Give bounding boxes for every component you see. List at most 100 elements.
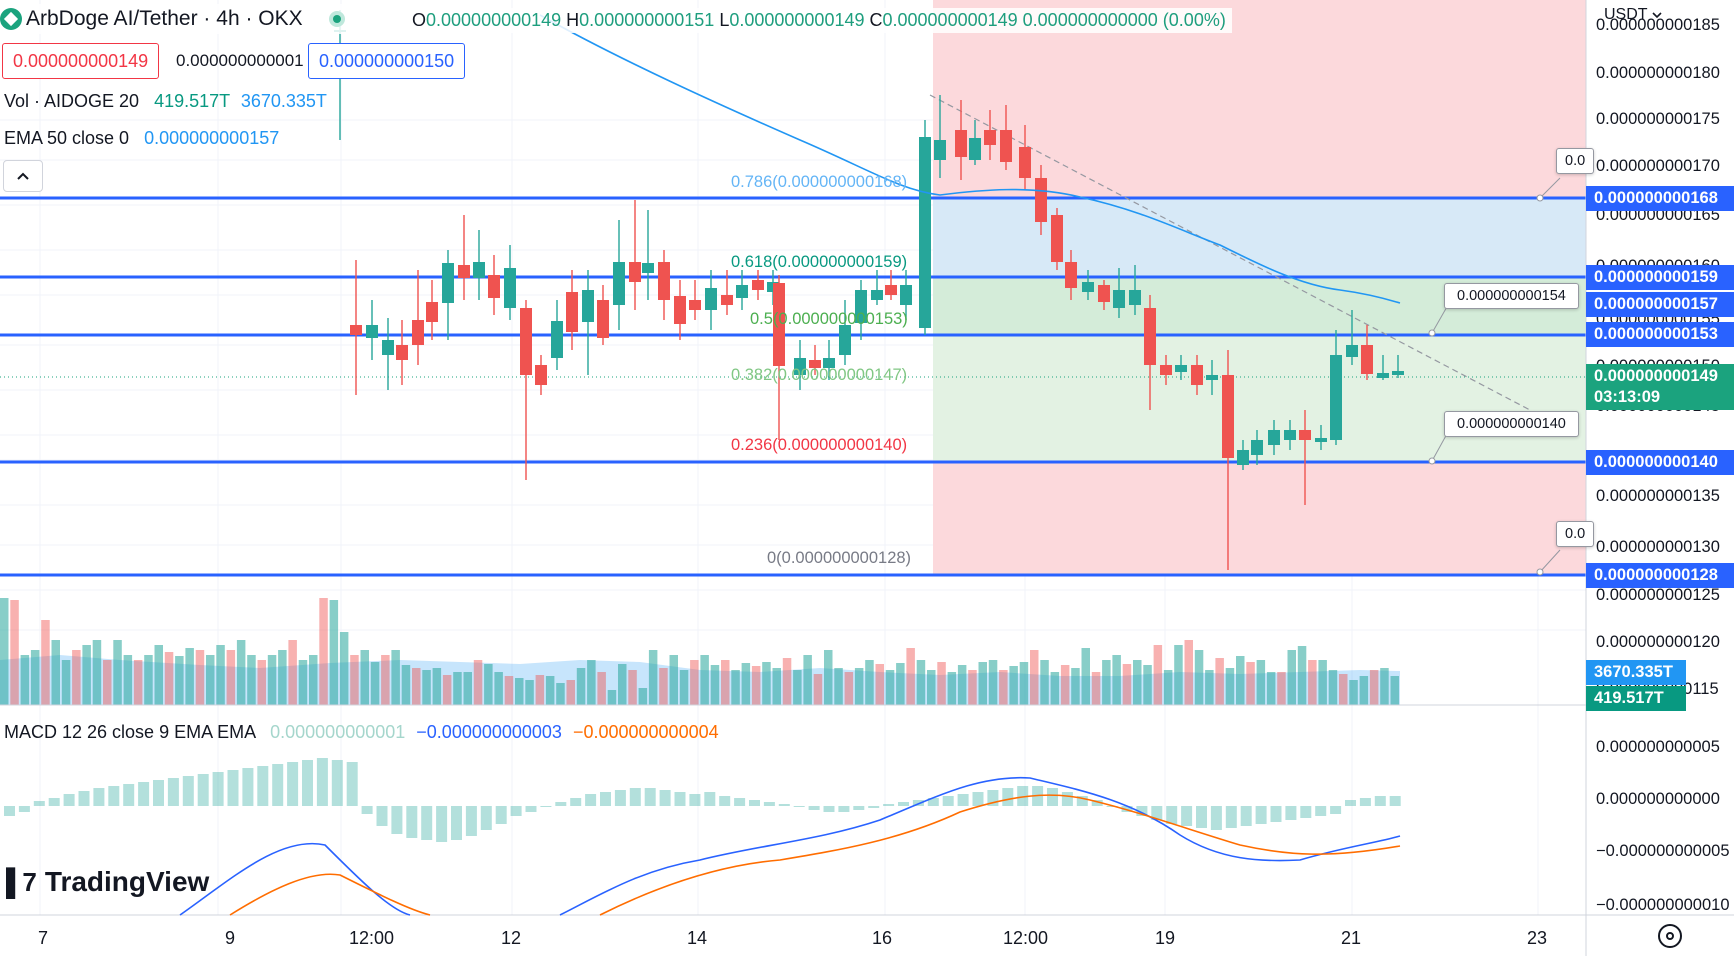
volume-bar <box>309 655 318 705</box>
buy-button[interactable]: 0.000000000150 <box>308 43 466 79</box>
macd-legend[interactable]: MACD 12 26 close 9 EMA EMA 0.00000000000… <box>4 722 719 742</box>
candle-body <box>900 285 912 305</box>
macd-histogram-bar <box>644 788 656 806</box>
volume-bar <box>957 665 967 705</box>
macd-axis-label: −0.000000000010 <box>1596 896 1730 914</box>
ema-legend[interactable]: EMA 50 close 0 0.000000000157 <box>4 128 280 148</box>
volume-bar <box>391 650 400 705</box>
volume-bar <box>937 662 946 705</box>
macd-histogram-bar <box>1166 806 1178 824</box>
volume-bar <box>453 672 462 705</box>
macd-histogram-bar <box>4 806 15 816</box>
candle-body <box>1361 345 1373 374</box>
time-label: 7 <box>38 928 49 948</box>
macd-histogram-bar <box>629 788 641 806</box>
volume-bar <box>216 645 225 705</box>
candle-body <box>458 265 470 278</box>
volume-bar <box>1205 670 1214 705</box>
macd-histogram-bar <box>346 762 358 806</box>
open-value: 0.000000000149 <box>426 10 562 30</box>
volume-bar <box>1256 660 1266 705</box>
price-tag: 0.000000000157 <box>1586 292 1734 317</box>
volume-bar <box>1328 670 1338 705</box>
candle-body <box>773 283 785 366</box>
volume-bar <box>1122 664 1132 705</box>
time-label: 12 <box>501 928 522 948</box>
candle-body <box>1113 290 1125 308</box>
callout-bottom-edge[interactable]: 0.0 <box>1556 521 1595 547</box>
volume-bar <box>1318 660 1327 705</box>
candle-body <box>1065 262 1077 288</box>
volume-bar <box>1184 640 1193 705</box>
time-label: 19 <box>1155 928 1176 948</box>
macd-axis-label: 0.000000000005 <box>1596 738 1720 756</box>
candle-body <box>1392 371 1404 375</box>
fib-label-0382: 0.382(0.000000000147) <box>731 366 908 384</box>
volume-bar <box>545 676 555 705</box>
volume-bar <box>123 655 133 705</box>
symbol-title[interactable]: ArbDoge AI/Tether · 4h · OKX <box>26 7 303 30</box>
time-label: 12:00 <box>1003 928 1049 948</box>
tradingview-logo[interactable]: ▌7 TradingView <box>6 866 210 897</box>
volume-bar <box>381 655 390 705</box>
volume-bar <box>762 662 771 705</box>
candle-body <box>855 290 867 323</box>
volume-bar <box>772 668 781 705</box>
volume-bar <box>278 650 287 705</box>
macd-histogram-bar <box>257 766 269 806</box>
candle-body <box>984 130 996 145</box>
candle-body <box>689 300 701 310</box>
callout-connector <box>1539 177 1561 199</box>
macd-histogram-bar <box>957 794 969 806</box>
volume-bar <box>61 660 71 705</box>
callout-top-edge[interactable]: 0.0 <box>1556 148 1595 174</box>
volume-bar <box>865 660 874 705</box>
candle-body <box>442 263 454 303</box>
volume-bar <box>741 663 751 705</box>
fib-label-0786: 0.786(0.000000000168) <box>731 173 908 191</box>
candle-body <box>1346 345 1358 357</box>
macd-histogram-bar <box>942 796 954 806</box>
volume-legend[interactable]: Vol · AIDOGE 20 419.517T 3670.335T <box>4 91 327 111</box>
volume-bar <box>782 658 792 705</box>
macd-histogram-bar <box>793 806 805 807</box>
price-axis-label: 0.000000000125 <box>1596 586 1720 604</box>
currency-selector[interactable]: USDT <box>1600 4 1666 26</box>
macd-signal-line <box>229 794 1401 916</box>
collapse-legend-button[interactable] <box>3 160 43 192</box>
macd-line <box>179 776 1401 916</box>
time-label: 21 <box>1341 928 1362 948</box>
volume-bar <box>1339 674 1348 705</box>
candle-body <box>794 358 806 375</box>
volume-bar <box>947 672 957 705</box>
volume-bar <box>813 674 823 705</box>
macd-histogram-bar <box>1047 788 1058 806</box>
macd-histogram-bar <box>182 776 194 806</box>
volume-bar <box>51 640 60 705</box>
candle-body <box>473 262 485 278</box>
chevron-down-icon <box>1652 12 1662 19</box>
macd-histogram-bar <box>123 784 135 806</box>
macd-histogram-bar <box>18 806 30 812</box>
symbol-header[interactable]: ArbDoge AI/Tether · 4h · OKX <box>0 4 353 34</box>
candle-body <box>551 321 563 358</box>
volume-bar <box>535 675 545 705</box>
callout-upper[interactable]: 0.000000000154 <box>1444 283 1579 309</box>
candle-body <box>350 325 362 335</box>
candle-body <box>412 320 424 345</box>
volume-bar <box>988 660 998 705</box>
candle-body <box>396 345 408 360</box>
macd-histogram-bar <box>465 806 477 836</box>
callout-lower[interactable]: 0.000000000140 <box>1444 411 1579 437</box>
macd-histogram-bar <box>212 772 224 806</box>
macd-histogram-bar <box>525 806 537 812</box>
candle-body <box>629 262 641 282</box>
settings-icon[interactable] <box>1658 924 1682 948</box>
volume-bar <box>556 683 565 705</box>
candle-body <box>705 288 717 310</box>
volume-bar <box>844 672 854 705</box>
volume-bar <box>473 660 483 705</box>
sell-button[interactable]: 0.000000000149 <box>2 43 160 79</box>
macd-histogram-bar <box>1240 806 1252 826</box>
